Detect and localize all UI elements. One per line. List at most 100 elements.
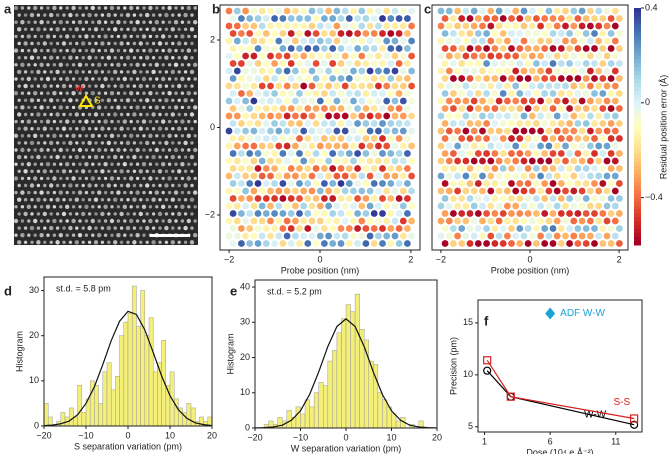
atom bbox=[164, 169, 169, 173]
dot bbox=[553, 37, 561, 45]
atom bbox=[164, 183, 169, 188]
atom bbox=[55, 240, 60, 245]
dot bbox=[395, 240, 403, 247]
dot bbox=[391, 112, 399, 120]
dot bbox=[287, 150, 295, 157]
dot bbox=[483, 30, 490, 37]
dot bbox=[399, 7, 407, 15]
dot bbox=[238, 150, 245, 157]
atom bbox=[100, 56, 105, 60]
dot bbox=[470, 37, 478, 45]
dot bbox=[354, 75, 361, 82]
dot bbox=[354, 30, 361, 37]
dot bbox=[549, 45, 557, 52]
dot bbox=[337, 90, 345, 97]
dot bbox=[292, 142, 299, 150]
s-label: S bbox=[94, 96, 101, 107]
dot bbox=[362, 240, 370, 247]
atom bbox=[193, 233, 198, 238]
dot bbox=[582, 180, 590, 187]
dot bbox=[562, 52, 569, 60]
dot bbox=[408, 52, 415, 60]
colorbar-cell bbox=[634, 209, 641, 214]
dot bbox=[582, 240, 590, 247]
dot bbox=[229, 75, 237, 82]
atom bbox=[68, 183, 73, 188]
dot bbox=[341, 52, 349, 60]
dot bbox=[553, 97, 561, 105]
dot bbox=[549, 75, 557, 82]
dot bbox=[275, 232, 283, 240]
dot bbox=[458, 210, 466, 217]
colorbar-cell bbox=[634, 193, 641, 199]
atom bbox=[91, 34, 95, 39]
dot bbox=[466, 225, 474, 232]
dot bbox=[300, 112, 308, 120]
dot bbox=[325, 67, 332, 75]
colorbar-cell bbox=[634, 114, 641, 120]
dot bbox=[474, 180, 482, 187]
atom bbox=[110, 34, 114, 39]
dot bbox=[582, 150, 590, 157]
atom bbox=[103, 63, 108, 67]
dot bbox=[611, 127, 619, 135]
dot bbox=[341, 112, 349, 120]
atom bbox=[132, 27, 137, 32]
atom bbox=[132, 169, 137, 173]
dot bbox=[238, 105, 245, 112]
dot bbox=[437, 217, 445, 225]
dot bbox=[366, 7, 374, 15]
atom bbox=[164, 240, 169, 244]
colorbar-cell bbox=[634, 201, 641, 206]
dot bbox=[516, 195, 524, 202]
atom bbox=[55, 141, 60, 145]
atom bbox=[187, 63, 191, 67]
dot bbox=[242, 112, 250, 120]
atom bbox=[20, 147, 25, 153]
x-tick-label: 10 bbox=[165, 430, 175, 440]
dot bbox=[296, 120, 303, 127]
dot bbox=[225, 157, 233, 165]
colorbar-tick-label: 0.4 bbox=[645, 2, 658, 12]
dot bbox=[562, 7, 569, 15]
atom bbox=[129, 218, 134, 224]
atom bbox=[17, 27, 22, 32]
atom bbox=[126, 127, 130, 131]
atom bbox=[107, 41, 111, 46]
atom bbox=[42, 83, 47, 89]
dot bbox=[578, 52, 586, 60]
dot bbox=[574, 90, 582, 97]
dot bbox=[238, 45, 245, 52]
dot bbox=[512, 97, 520, 105]
atom bbox=[14, 77, 18, 81]
dot bbox=[499, 240, 507, 247]
dot bbox=[537, 112, 544, 120]
atom bbox=[75, 127, 79, 131]
atom bbox=[17, 127, 21, 131]
atom bbox=[78, 134, 82, 138]
dot bbox=[479, 142, 486, 150]
atom bbox=[29, 12, 35, 18]
dot bbox=[321, 105, 328, 112]
dot bbox=[520, 7, 528, 15]
atom bbox=[43, 155, 47, 159]
dot bbox=[362, 75, 370, 82]
dot bbox=[366, 67, 374, 75]
dot bbox=[283, 232, 291, 240]
histogram-bar bbox=[136, 326, 141, 427]
dot bbox=[333, 67, 341, 75]
dot bbox=[246, 195, 254, 202]
atom bbox=[36, 169, 41, 173]
dot bbox=[250, 202, 258, 210]
dot bbox=[499, 195, 507, 202]
dot bbox=[441, 45, 449, 52]
dot bbox=[292, 232, 299, 240]
dot bbox=[399, 172, 407, 180]
dot bbox=[516, 105, 524, 112]
atom bbox=[167, 190, 172, 195]
dot bbox=[258, 112, 266, 120]
dot bbox=[225, 112, 233, 120]
atom bbox=[81, 41, 86, 46]
dot bbox=[262, 210, 270, 217]
atom bbox=[116, 134, 121, 138]
